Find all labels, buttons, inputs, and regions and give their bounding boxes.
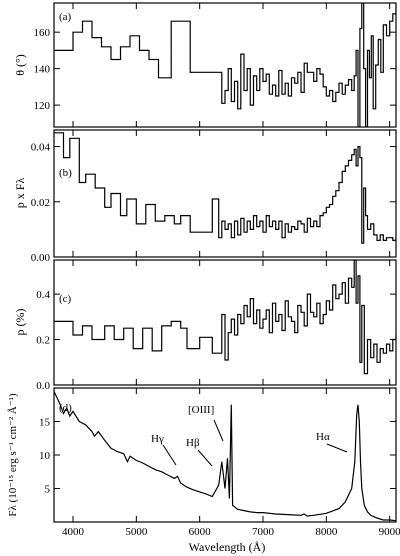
y-tick-label: 160 [34, 27, 51, 39]
annotation-oiii-pointer [213, 419, 224, 442]
annotation-h-beta-pointer [197, 449, 213, 467]
annotation-h-gamma: Hγ [151, 433, 164, 445]
annotation-h-gamma-pointer [162, 444, 177, 466]
x-tick-label: 8000 [315, 526, 338, 538]
annotation-oiii: [OIII] [188, 404, 214, 416]
panel-a-theta: 120 140 160 [34, 2, 397, 128]
plot-frame [53, 129, 397, 258]
annotation-h-beta: Hβ [186, 437, 200, 449]
y-tick-label: 10 [39, 450, 51, 462]
panel-d-flux: 4000 5000 6000 7000 8000 9000 5 10 15 [39, 387, 400, 538]
panel-b-polarized-flux: 0.00 0.02 0.04 [31, 129, 397, 264]
plot-frame [53, 2, 397, 128]
data-series-line [54, 391, 396, 522]
annotation-h-alpha: Hα [316, 431, 330, 443]
y-tick-label: 0.00 [31, 252, 51, 264]
y-tick-label: 140 [34, 64, 51, 76]
plot-frame [53, 259, 397, 386]
x-tick-label: 4000 [62, 526, 85, 538]
panel-label-b: (b) [59, 167, 72, 179]
ylabel-b: p x Fλ [13, 178, 27, 209]
x-tick-label: 9000 [379, 526, 400, 538]
x-tick-label: 7000 [252, 526, 275, 538]
y-tick-label: 0.02 [31, 197, 50, 209]
x-axis-label: Wavelength (Å) [189, 540, 266, 554]
data-series-line [54, 3, 396, 127]
panel-c-polarization: 0.0 0.2 0.4 [36, 259, 397, 392]
x-tick-label: 6000 [189, 526, 212, 538]
y-tick-label: 15 [39, 417, 51, 429]
ylabel-a: θ (°) [13, 54, 27, 76]
panel-label-c: (c) [59, 293, 72, 305]
data-series-line [54, 260, 396, 375]
y-tick-label: 120 [34, 100, 51, 112]
y-tick-label: 0.2 [36, 335, 50, 347]
panel-label-d: (d) [59, 402, 72, 414]
ylabel-c: p (%) [13, 309, 27, 336]
ylabel-d: Fλ (10⁻¹⁵ erg s⁻¹ cm⁻² Å⁻¹) [7, 393, 19, 517]
x-tick-label: 5000 [125, 526, 148, 538]
y-tick-label: 0.04 [31, 142, 51, 154]
panel-label-a: (a) [59, 11, 72, 23]
y-tick-label: 0.0 [36, 380, 50, 392]
y-tick-label: 5 [45, 484, 51, 496]
y-tick-label: 0.4 [36, 289, 50, 301]
data-series-line [54, 132, 396, 244]
annotation-h-alpha-pointer [326, 443, 348, 453]
